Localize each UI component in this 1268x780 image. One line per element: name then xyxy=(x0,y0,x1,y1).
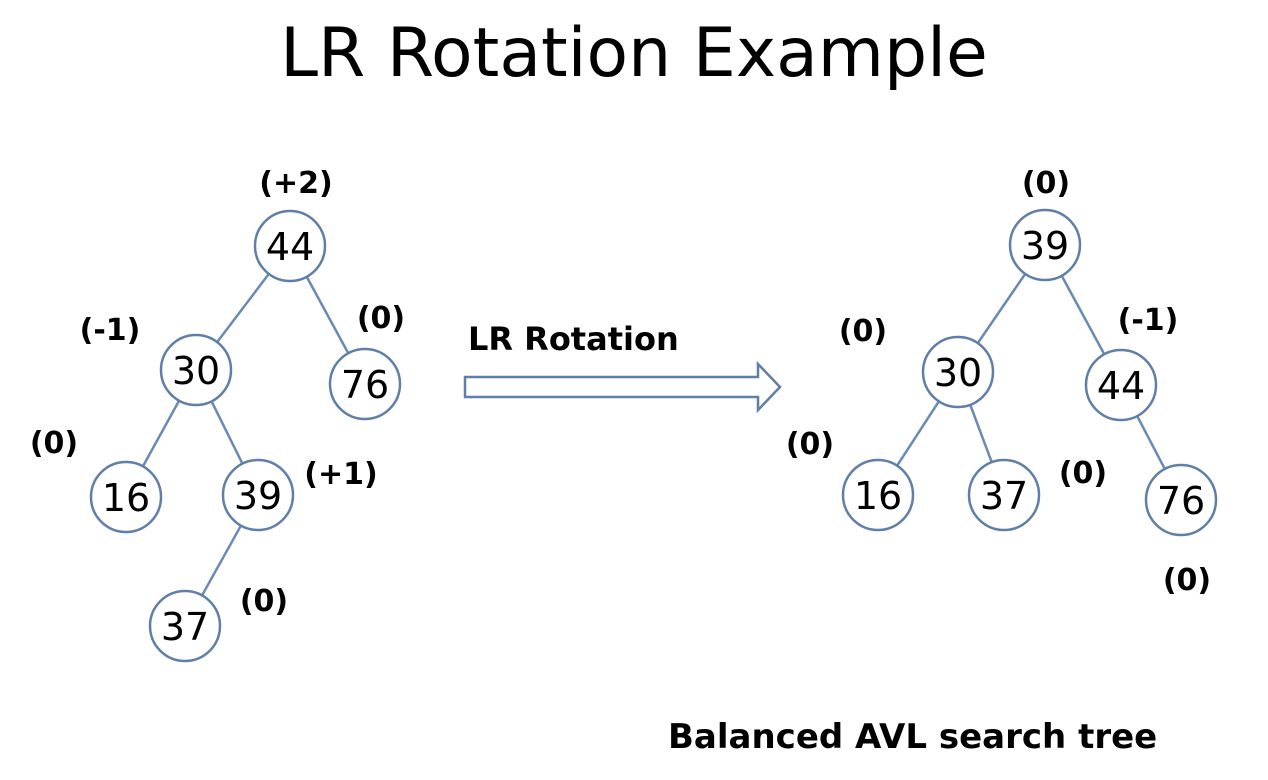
after-node-circle xyxy=(921,335,995,409)
after-node-circle xyxy=(841,458,915,532)
before-edge-b39-b37 xyxy=(200,524,243,597)
after-node-37: 37 xyxy=(967,458,1041,532)
before-node-circle xyxy=(148,589,222,663)
after-edge-a39-a44 xyxy=(1060,275,1106,355)
after-node-value: 16 xyxy=(854,474,902,518)
after-node-value: 76 xyxy=(1157,479,1205,523)
after-node-value: 44 xyxy=(1097,364,1145,408)
after-edge-a39-a30 xyxy=(976,273,1027,344)
after-node-16: 16 xyxy=(841,458,915,532)
before-balance-factor-76: (0) xyxy=(357,301,405,336)
after-node-circle xyxy=(1144,463,1218,537)
before-balance-factor-39: (+1) xyxy=(304,457,377,492)
page-title: LR Rotation Example xyxy=(280,14,988,93)
before-balance-factor-30: (-1) xyxy=(80,313,141,348)
after-balance-factor-37: (0) xyxy=(1059,456,1107,491)
before-node-16: 16 xyxy=(89,460,163,534)
after-node-circle xyxy=(1084,348,1158,422)
after-node-value: 39 xyxy=(1021,224,1069,268)
before-edge-b30-b39 xyxy=(210,400,244,465)
after-edge-a44-a76 xyxy=(1136,415,1166,470)
edges-layer xyxy=(141,273,1166,597)
rotation-arrow xyxy=(463,360,782,414)
before-node-circle xyxy=(221,458,295,532)
after-node-76: 76 xyxy=(1144,463,1218,537)
before-node-76: 76 xyxy=(328,347,402,421)
after-balance-factor-39: (0) xyxy=(1022,166,1070,201)
before-edge-b44-b76 xyxy=(305,276,350,354)
after-node-44: 44 xyxy=(1084,348,1158,422)
before-node-value: 44 xyxy=(266,225,314,269)
after-balance-factor-76: (0) xyxy=(1163,563,1211,598)
before-node-value: 76 xyxy=(341,363,389,407)
before-node-circle xyxy=(89,460,163,534)
before-balance-factor-44: (+2) xyxy=(259,166,332,201)
after-node-value: 37 xyxy=(980,474,1028,518)
after-balance-factor-16: (0) xyxy=(786,427,834,462)
before-node-value: 37 xyxy=(161,605,209,649)
after-node-circle xyxy=(1008,208,1082,282)
before-node-44: 44 xyxy=(253,209,327,283)
balance-factors-layer: (+2) (-1) (0) (0) (+1) (0) (0) (0) (-1) (0) (0) (0) xyxy=(30,166,1211,619)
before-node-37: 37 xyxy=(148,589,222,663)
before-node-value: 16 xyxy=(102,476,150,520)
nodes-layer: 44 30 76 16 39 37 39 30 44 16 37 76 xyxy=(89,208,1218,663)
before-node-value: 39 xyxy=(234,474,282,518)
before-node-value: 30 xyxy=(172,349,220,393)
arrow-label: LR Rotation xyxy=(468,320,679,358)
before-balance-factor-16: (0) xyxy=(30,426,78,461)
before-node-circle xyxy=(328,347,402,421)
before-node-30: 30 xyxy=(159,333,233,407)
caption: Balanced AVL search tree xyxy=(668,717,1157,757)
after-balance-factor-44: (-1) xyxy=(1118,303,1179,338)
before-edge-b30-b16 xyxy=(141,400,181,467)
after-node-value: 30 xyxy=(934,351,982,395)
after-edge-a30-a37 xyxy=(969,404,993,463)
after-node-39: 39 xyxy=(1008,208,1082,282)
after-edge-a30-a16 xyxy=(896,400,940,467)
before-node-circle xyxy=(159,333,233,407)
before-node-circle xyxy=(253,209,327,283)
before-node-39: 39 xyxy=(221,458,295,532)
after-node-30: 30 xyxy=(921,335,995,409)
before-balance-factor-37: (0) xyxy=(240,584,288,619)
before-edge-b44-b30 xyxy=(216,273,270,343)
after-node-circle xyxy=(967,458,1041,532)
after-balance-factor-30: (0) xyxy=(839,314,887,349)
